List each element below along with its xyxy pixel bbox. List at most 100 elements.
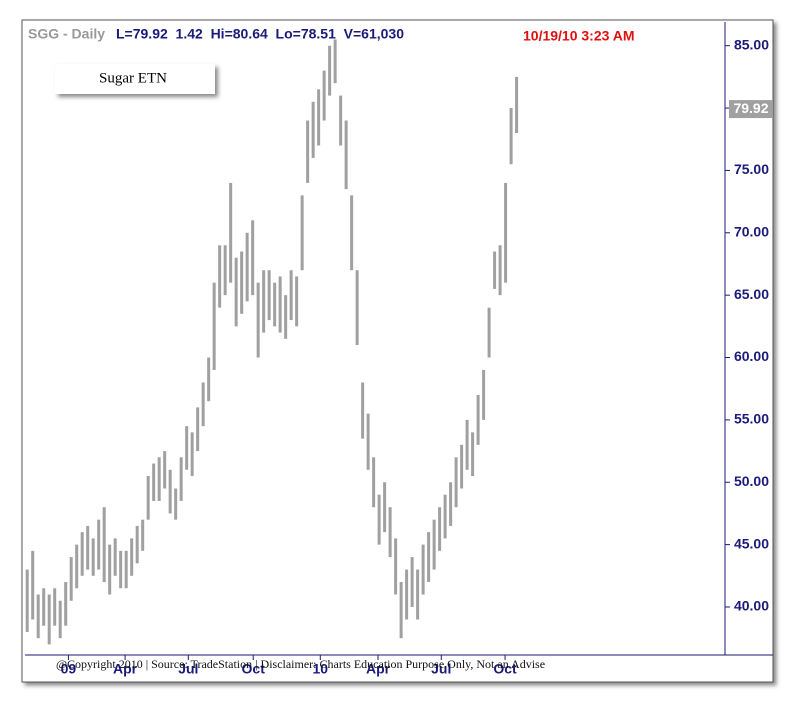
- price-bar: [460, 444, 464, 489]
- price-bar: [196, 407, 200, 452]
- price-bar: [344, 120, 348, 190]
- symbol: SGG - Daily: [28, 26, 105, 42]
- y-tick-label: 45.00: [734, 535, 769, 551]
- price-bar: [146, 476, 150, 520]
- price-bar: [333, 39, 337, 84]
- price-bar: [339, 95, 343, 146]
- price-bar: [69, 557, 73, 601]
- price-bar: [53, 588, 57, 626]
- price-bar: [432, 519, 436, 570]
- x-tick-label: Jul: [431, 661, 451, 677]
- price-bar: [427, 532, 431, 583]
- x-tick-label: Jul: [178, 661, 198, 677]
- price-bar: [130, 538, 134, 576]
- price-bar: [86, 525, 90, 570]
- price-bar: [482, 369, 486, 420]
- price-bar: [399, 582, 403, 639]
- price-bar: [355, 270, 359, 346]
- price-bar: [36, 594, 40, 639]
- price-bar: [317, 89, 321, 146]
- price-bar: [141, 519, 145, 551]
- price-bar: [207, 357, 211, 402]
- price-bar: [135, 525, 139, 564]
- price-bar: [267, 270, 271, 321]
- price-bar: [152, 463, 156, 501]
- price-bar: [229, 182, 233, 283]
- price-bar: [223, 245, 227, 296]
- price-bar: [515, 76, 519, 134]
- price-bar: [421, 544, 425, 595]
- price-bar: [372, 457, 376, 508]
- price-bar: [190, 432, 194, 477]
- price-bar: [449, 482, 453, 526]
- price-bar: [113, 538, 117, 576]
- price-bar: [328, 45, 332, 96]
- price-bar: [284, 295, 288, 339]
- price-bar: [47, 594, 51, 645]
- price-bar: [322, 70, 326, 121]
- price-bar: [278, 276, 282, 333]
- price-bar: [31, 550, 35, 620]
- price-bar: [311, 101, 315, 158]
- chart-frame: [21, 19, 774, 683]
- price-bar: [377, 494, 381, 545]
- price-bar: [58, 600, 62, 639]
- timestamp: 10/19/10 3:23 AM: [523, 28, 635, 44]
- price-bar: [273, 282, 277, 327]
- price-bar: [256, 282, 260, 358]
- price-bar: [108, 544, 112, 595]
- price-bar: [504, 182, 508, 283]
- x-tick-label: Oct: [493, 661, 517, 677]
- price-bar: [454, 457, 458, 508]
- price-bar: [289, 270, 293, 321]
- price-bar: [487, 307, 491, 358]
- y-tick-label: 70.00: [734, 223, 769, 239]
- price-bar: [476, 394, 480, 445]
- price-bar: [245, 232, 249, 302]
- x-tick-label: Oct: [242, 661, 266, 677]
- quote: L=79.92 1.42 Hi=80.64 Lo=78.51 V=61,030: [116, 26, 404, 42]
- y-tick-label: 65.00: [734, 286, 769, 302]
- price-bar: [163, 451, 167, 489]
- y-tick-label: 85.00: [734, 36, 769, 52]
- price-bar: [212, 282, 216, 370]
- price-bar: [124, 550, 128, 589]
- price-bar: [465, 419, 469, 470]
- y-tick-label: 60.00: [734, 348, 769, 364]
- price-bar: [168, 469, 172, 514]
- price-bar: [443, 494, 447, 539]
- price-bar: [300, 195, 304, 271]
- price-bar: [102, 507, 106, 583]
- y-tick-label: 50.00: [734, 473, 769, 489]
- price-bar: [251, 220, 255, 296]
- y-tick-label: 55.00: [734, 411, 769, 427]
- price-bar: [218, 245, 222, 308]
- x-tick-label: 09: [61, 661, 77, 677]
- price-bar: [471, 432, 475, 477]
- price-bar: [179, 457, 183, 501]
- price-bar: [388, 507, 392, 558]
- x-tick-label: Apr: [113, 661, 138, 677]
- price-bar: [25, 569, 29, 632]
- price-bar: [42, 588, 46, 626]
- price-bar: [498, 245, 502, 296]
- price-bar: [91, 538, 95, 576]
- price-bar: [383, 482, 387, 533]
- last-price-box: [729, 100, 773, 119]
- price-bar: [295, 276, 299, 327]
- x-tick-label: 10: [312, 661, 328, 677]
- price-bar: [185, 426, 189, 470]
- price-bar: [394, 538, 398, 595]
- last-price-label: 79.92: [733, 100, 768, 116]
- price-bar: [509, 108, 513, 165]
- price-bar: [350, 195, 354, 271]
- footer: @Copyright 2010 | Source: TradeStation |…: [56, 657, 545, 671]
- price-bar: [262, 270, 266, 333]
- price-bar: [234, 257, 238, 327]
- x-tick-label: Apr: [366, 661, 391, 677]
- annotation: Sugar ETN: [99, 70, 167, 86]
- price-bar: [75, 544, 79, 589]
- price-bar: [97, 519, 101, 570]
